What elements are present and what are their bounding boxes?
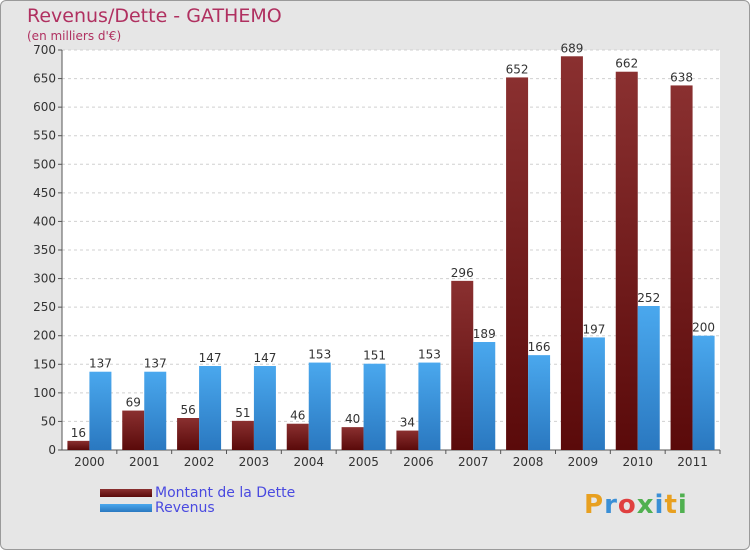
logo-letter: P <box>584 490 605 520</box>
data-label-debt: 34 <box>400 416 415 430</box>
legend-label-revenue: Revenus <box>155 500 215 516</box>
logo-letter: t <box>664 490 678 520</box>
bar-debt <box>396 430 419 450</box>
y-tick-label: 600 <box>33 100 56 114</box>
data-label-revenue: 153 <box>418 348 441 362</box>
x-tick-label: 2001 <box>129 455 160 469</box>
y-tick-label: 700 <box>33 43 56 57</box>
proxiti-logo: Proxiti <box>584 490 688 520</box>
logo-letter: r <box>604 490 618 520</box>
chart-subtitle: (en milliers d'€) <box>27 29 122 43</box>
bar-revenue <box>363 363 386 450</box>
y-tick-label: 50 <box>41 414 56 428</box>
x-tick-label: 2006 <box>403 455 434 469</box>
x-tick-label: 2009 <box>568 455 599 469</box>
chart-title: Revenus/Dette - GATHEMO <box>27 5 282 27</box>
x-tick-label: 2003 <box>239 455 270 469</box>
data-label-debt: 40 <box>345 412 360 426</box>
y-tick-label: 650 <box>33 72 56 86</box>
data-label-debt: 652 <box>506 62 529 76</box>
legend-label-debt: Montant de la Dette <box>155 485 296 501</box>
bar-debt <box>286 423 309 450</box>
bar-debt <box>122 410 145 450</box>
bar-debt <box>670 85 693 450</box>
x-tick-label: 2010 <box>622 455 653 469</box>
bar-revenue <box>582 337 605 450</box>
bar-revenue <box>473 342 496 450</box>
y-tick-label: 350 <box>33 243 56 257</box>
bar-debt <box>451 280 474 450</box>
y-tick-label: 200 <box>33 329 56 343</box>
data-label-debt: 46 <box>290 409 305 423</box>
data-label-debt: 51 <box>235 406 250 420</box>
y-tick-label: 300 <box>33 272 56 286</box>
y-tick-label: 100 <box>33 386 56 400</box>
data-label-revenue: 197 <box>582 322 605 336</box>
y-tick-label: 250 <box>33 300 56 314</box>
x-tick-label: 2004 <box>293 455 324 469</box>
bar-revenue <box>89 371 112 450</box>
bar-revenue <box>692 335 715 450</box>
data-label-revenue: 189 <box>473 327 496 341</box>
bar-revenue <box>418 362 441 450</box>
y-tick-label: 500 <box>33 157 56 171</box>
data-label-revenue: 137 <box>89 357 112 371</box>
data-label-revenue: 200 <box>692 321 715 335</box>
data-label-revenue: 151 <box>363 349 386 363</box>
bar-revenue <box>528 355 551 450</box>
x-tick-label: 2005 <box>348 455 379 469</box>
bar-revenue <box>308 362 331 450</box>
bar-debt <box>231 420 254 450</box>
logo-letter: o <box>617 490 637 520</box>
data-label-debt: 638 <box>670 70 693 84</box>
bar-revenue <box>144 371 167 450</box>
data-label-debt: 296 <box>451 266 474 280</box>
bar-debt <box>67 440 90 450</box>
y-tick-label: 400 <box>33 214 56 228</box>
x-tick-label: 2000 <box>74 455 105 469</box>
bar-debt <box>615 71 638 450</box>
bar-debt <box>560 56 583 451</box>
bar-revenue <box>637 306 660 450</box>
data-label-revenue: 252 <box>637 291 660 305</box>
legend-swatch-revenue <box>100 504 152 512</box>
data-label-debt: 69 <box>126 396 141 410</box>
bar-revenue <box>253 366 276 450</box>
bar-debt <box>506 77 529 450</box>
data-label-revenue: 147 <box>253 351 276 365</box>
legend-swatch-debt <box>100 489 152 497</box>
data-label-revenue: 166 <box>528 340 551 354</box>
x-tick-label: 2007 <box>458 455 489 469</box>
data-label-debt: 662 <box>615 57 638 71</box>
data-label-revenue: 153 <box>308 348 331 362</box>
y-tick-label: 0 <box>48 443 56 457</box>
data-label-debt: 16 <box>71 426 86 440</box>
logo-letter: x <box>636 490 655 520</box>
data-label-debt: 689 <box>560 41 583 55</box>
data-label-revenue: 147 <box>199 351 222 365</box>
y-tick-label: 450 <box>33 186 56 200</box>
x-tick-label: 2011 <box>677 455 708 469</box>
x-tick-label: 2008 <box>513 455 544 469</box>
y-tick-label: 550 <box>33 129 56 143</box>
logo-letter: i <box>677 490 688 520</box>
x-tick-label: 2002 <box>184 455 215 469</box>
data-label-revenue: 137 <box>144 357 167 371</box>
bar-debt <box>177 418 200 450</box>
bar-revenue <box>199 366 222 450</box>
data-label-debt: 56 <box>180 403 195 417</box>
y-tick-label: 150 <box>33 357 56 371</box>
logo-letter: i <box>654 490 665 520</box>
bar-debt <box>341 427 364 450</box>
